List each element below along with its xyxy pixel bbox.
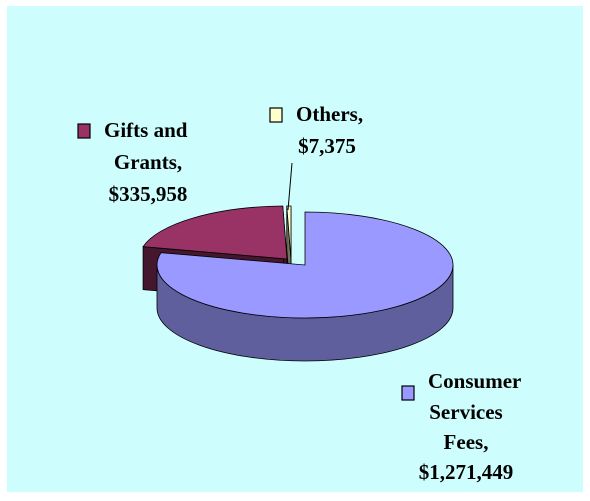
others-leader-line <box>287 162 293 211</box>
slice-label-gifts-and-grants-line-2: Grants, <box>114 150 182 174</box>
slice-label-consumer-services-fees-line-2: Services <box>429 400 502 424</box>
slice-label-consumer-services-fees-line-1: Consumer <box>428 369 521 393</box>
slice-label-gifts-and-grants-line-3: $335,958 <box>109 182 188 206</box>
legend-swatch-gifts-and-grants <box>77 123 91 139</box>
slice-gifts-and-grants <box>142 205 288 260</box>
slice-label-others-line-1: Others, <box>296 102 363 126</box>
slice-label-consumer-services-fees-line-3: Fees, <box>444 430 489 454</box>
legend-swatch-others <box>269 107 283 123</box>
slice-label-consumer-services-fees-line-4: $1,271,449 <box>419 460 514 484</box>
slice-labels: Consumer Services Fees, $1,271,449 Gifts and… <box>77 102 521 484</box>
slice-others <box>286 205 292 260</box>
slice-consumer-services-fees <box>156 211 454 319</box>
pie-slices <box>142 205 454 362</box>
plot-background <box>7 6 583 492</box>
legend-swatch-consumer-services-fees <box>401 385 415 401</box>
slice-label-gifts-and-grants-line-1: Gifts and <box>104 118 188 142</box>
slice-label-others-line-2: $7,375 <box>298 134 356 158</box>
